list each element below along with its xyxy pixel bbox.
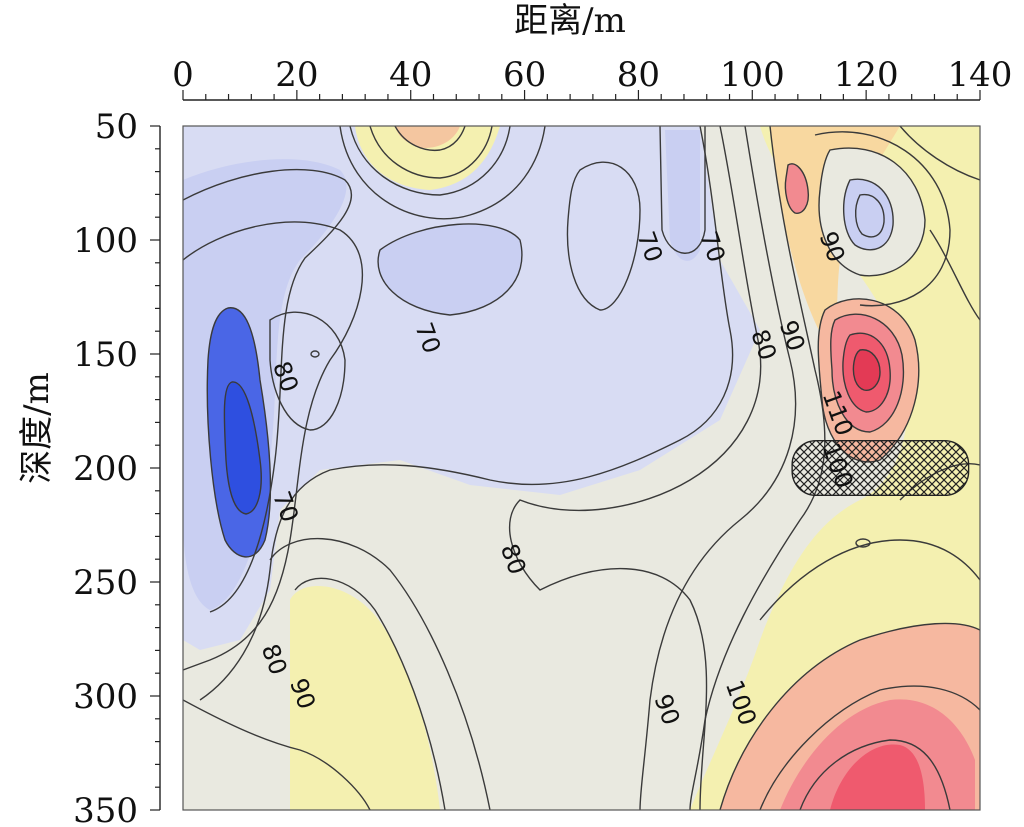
- contour-line: [310, 350, 320, 358]
- contour-line: [759, 685, 980, 810]
- contour-line: [294, 577, 446, 810]
- contour-line: [183, 699, 371, 810]
- region-warm-bottom-right-3: [830, 744, 925, 810]
- x-tick-label: 140: [948, 55, 1013, 95]
- contour-line: [814, 131, 951, 307]
- contour-line: [842, 178, 894, 251]
- y-tick-label: 300: [73, 677, 138, 717]
- contour-line: [369, 126, 493, 179]
- contour-line: [842, 332, 891, 413]
- contour-line: [855, 538, 871, 548]
- contour-line: [183, 221, 364, 671]
- y-tick-label: 50: [95, 107, 138, 147]
- contour-line: [899, 126, 980, 181]
- region-warm-top-inner: [395, 126, 460, 148]
- contour-line: [659, 126, 706, 254]
- contour-line: [377, 223, 523, 316]
- contour-line: [183, 168, 352, 613]
- contour-lines: [183, 126, 980, 810]
- contour-line: [852, 349, 881, 391]
- contour-line: [929, 229, 980, 321]
- contour-line: [269, 311, 346, 431]
- contour-line: [339, 126, 546, 220]
- y-tick-label: 350: [73, 791, 138, 827]
- x-tick-label: 100: [720, 55, 785, 95]
- y-tick-label: 250: [73, 563, 138, 603]
- region-hot-core: [853, 349, 880, 391]
- region-cool-70: [183, 126, 760, 650]
- contour-line: [689, 126, 826, 810]
- y-tick-label: 150: [73, 335, 138, 375]
- contour-line: [719, 622, 980, 810]
- x-tick-label: 20: [275, 55, 318, 95]
- region-warm-bottom-left: [290, 586, 440, 810]
- region-warm-top: [355, 126, 500, 190]
- contour-line: [394, 126, 466, 152]
- x-axis: 0 20 40 60 80 100 120 140: [172, 55, 1013, 101]
- contour-line: [269, 537, 491, 810]
- contour-line: [223, 381, 262, 515]
- contour-line: [199, 126, 734, 701]
- contour-line: [855, 193, 885, 238]
- contour-line: [784, 163, 810, 214]
- contour-line: [830, 313, 905, 433]
- y-tick-label: 200: [73, 449, 138, 489]
- region-pink-blob: [785, 163, 809, 214]
- plot-frame: [182, 125, 981, 811]
- hatched-zone: [791, 439, 970, 497]
- contour-line: [799, 739, 951, 810]
- y-axis-title: 深度/m: [17, 372, 57, 484]
- x-tick-label: 0: [172, 55, 194, 95]
- contour-line: [566, 161, 641, 311]
- x-tick-label: 40: [389, 55, 432, 95]
- contour-line: [818, 147, 926, 277]
- y-axis: 50 100 150 200 250 300 350: [73, 107, 161, 827]
- x-tick-label: 60: [503, 55, 546, 95]
- x-tick-label: 80: [617, 55, 660, 95]
- y-tick-label: 100: [73, 221, 138, 261]
- contour-line: [759, 539, 980, 621]
- contour-line: [639, 126, 797, 810]
- contour-line: [508, 126, 762, 810]
- region-cool-column: [665, 130, 700, 261]
- x-axis-title: 距离/m: [514, 1, 626, 41]
- contour-line: [349, 126, 511, 196]
- contour-line: [206, 307, 272, 558]
- x-tick-label: 120: [834, 55, 899, 95]
- region-cool-upper: [378, 223, 522, 315]
